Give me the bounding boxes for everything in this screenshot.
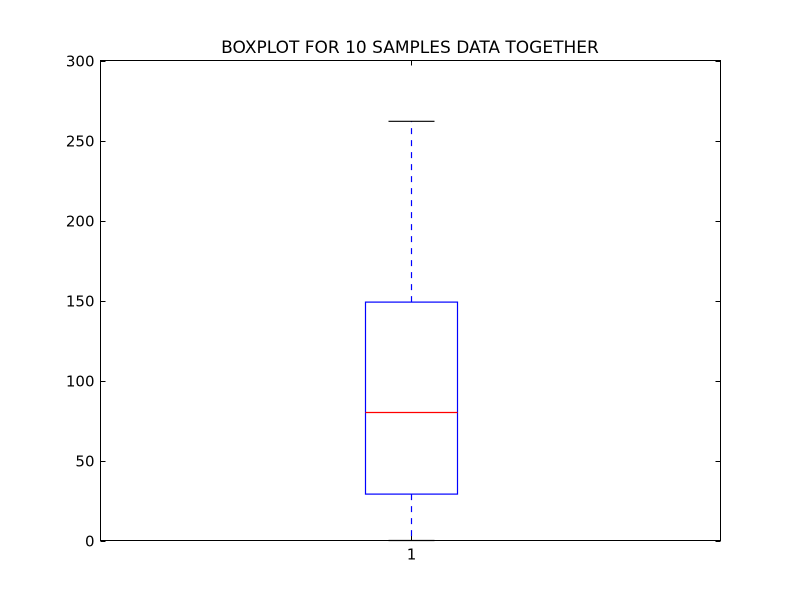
y-tick-label: 150 bbox=[66, 293, 95, 311]
y-tick-label: 200 bbox=[66, 213, 95, 231]
y-tick-label: 0 bbox=[85, 533, 95, 551]
box-iqr bbox=[364, 301, 459, 495]
y-tick-label: 50 bbox=[75, 453, 94, 471]
y-axis-ticks: 0 50 100 150 200 250 300 bbox=[66, 53, 721, 551]
x-axis-ticks: 1 bbox=[407, 60, 417, 564]
x-tick-label: 1 bbox=[407, 546, 417, 564]
chart-title: BOXPLOT FOR 10 SAMPLES DATA TOGETHER bbox=[221, 38, 599, 58]
y-tick-label: 300 bbox=[66, 53, 95, 71]
y-tick-label: 100 bbox=[66, 373, 95, 391]
plot-area-frame bbox=[100, 60, 721, 541]
y-tick-label: 250 bbox=[66, 133, 95, 151]
